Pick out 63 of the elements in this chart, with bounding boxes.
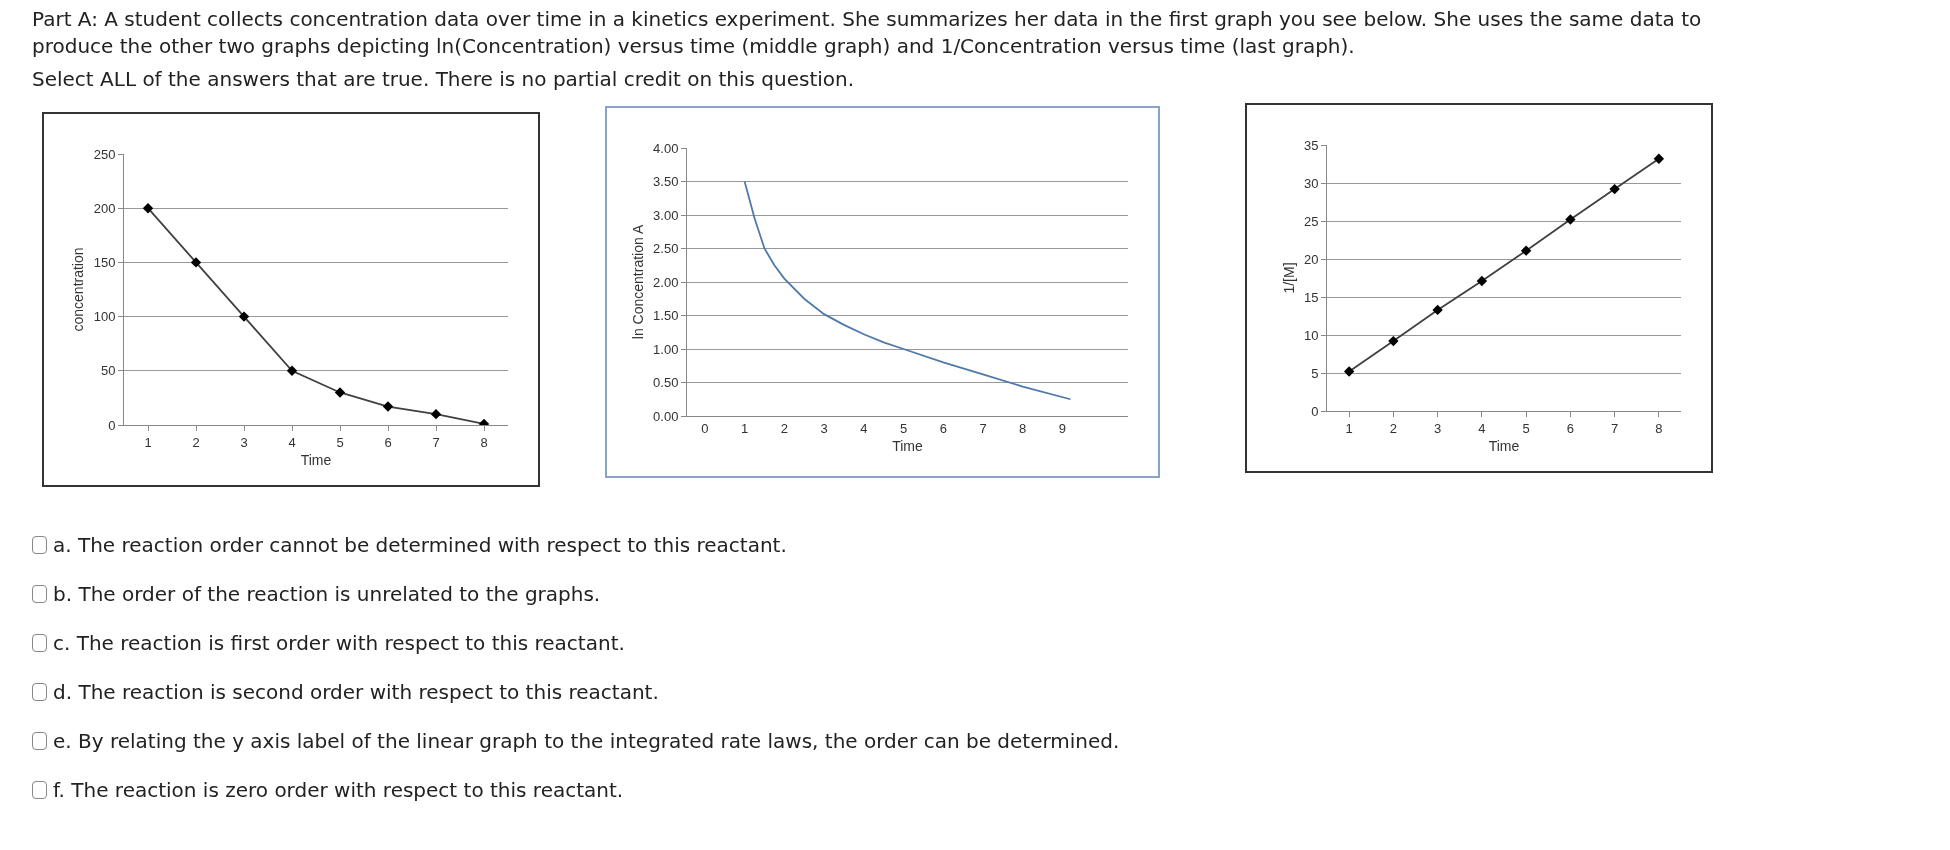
y-axis-title: 1/[M] [1280, 262, 1297, 294]
x-tick-label: 2 [780, 420, 788, 436]
y-tick-label: 3.50 [653, 174, 679, 190]
x-tick-label: 6 [384, 434, 392, 450]
x-tick-label: 4 [860, 420, 868, 436]
x-tick-label: 4 [1478, 420, 1486, 436]
text: b. The order of the reaction is unrelated to the graphs. [53, 581, 601, 606]
y-tick-label: 20 [1303, 251, 1319, 267]
x-tick-label: 1 [1345, 420, 1353, 436]
x-tick-label: 4 [288, 434, 296, 450]
y-tick-label: 3.00 [653, 207, 679, 223]
x-tick-label: 7 [979, 420, 987, 436]
y-axis-title: ln Concentration A [629, 224, 646, 340]
x-tick-label: 1 [740, 420, 749, 436]
x-tick-label: 6 [939, 420, 947, 436]
y-tick-label: 25 [1303, 213, 1319, 229]
x-tick-label: 7 [432, 434, 440, 450]
y-tick-label: 50 [100, 363, 116, 379]
y-tick-label: 15 [1303, 289, 1319, 305]
x-axis-title: Time [1488, 437, 1520, 454]
y-tick-label: 100 [93, 309, 116, 325]
y-tick-label: 35 [1303, 137, 1319, 153]
y-tick-label: 250 [93, 146, 116, 162]
y-tick-label: 200 [93, 200, 116, 216]
text: Select ALL of the answers that are true. There is no partial credit on this question. [32, 66, 856, 93]
y-tick-label: 30 [1303, 175, 1319, 191]
x-tick-label: 5 [1522, 420, 1530, 436]
x-tick-label: 3 [820, 420, 828, 436]
x-tick-label: 3 [1434, 420, 1442, 436]
x-axis-title: Time [300, 451, 332, 468]
y-tick-label: 2.50 [653, 241, 679, 257]
x-tick-label: 5 [899, 420, 908, 436]
y-axis-title: concentration [70, 247, 87, 332]
x-tick-label: 0 [701, 420, 709, 436]
x-tick-label: 1 [144, 434, 152, 450]
line-series [743, 180, 1072, 401]
y-tick-label: 5 [1311, 365, 1319, 381]
x-tick-label: 3 [240, 434, 248, 450]
x-tick-label: 8 [1655, 420, 1663, 436]
x-tick-label: 2 [192, 434, 200, 450]
text: d. The reaction is second order with respect to this reactant. [53, 679, 659, 704]
y-tick-label: 1.50 [653, 308, 679, 324]
x-tick-label: 5 [336, 434, 344, 450]
text: f. The reaction is zero order with respect to this reactant. [53, 777, 624, 802]
y-tick-label: 0.50 [653, 375, 679, 391]
x-axis-title: Time [892, 437, 924, 454]
x-tick-label: 8 [480, 434, 488, 450]
text: a. The reaction order cannot be determined with respect to this reactant. [53, 532, 787, 557]
y-tick-label: 10 [1303, 327, 1319, 343]
y-tick-label: 0 [1311, 403, 1319, 419]
y-tick-label: 2.00 [653, 274, 679, 290]
x-tick-label: 6 [1566, 420, 1574, 436]
y-tick-label: 0.00 [653, 408, 679, 424]
y-tick-label: 1.00 [653, 341, 679, 357]
x-tick-label: 7 [1611, 420, 1619, 436]
x-tick-label: 9 [1058, 420, 1067, 436]
x-tick-label: 8 [1019, 420, 1027, 436]
text: Part A: A student collects concentration data over time in a kinetics experiment. She summarizes her data in the first graph you see below. She uses the same data to produce the other two graphs depicting ln(Concentration) versus time (middle graph) and 1/Concentration versus time (last graph). [32, 6, 1703, 60]
y-tick-label: 4.00 [653, 140, 679, 156]
text: e. By relating the y axis label of the linear graph to the integrated rate laws, the order can be determined. [53, 728, 1120, 753]
x-tick-label: 2 [1389, 420, 1397, 436]
text: c. The reaction is first order with respect to this reactant. [53, 630, 625, 655]
y-tick-label: 150 [93, 254, 116, 270]
